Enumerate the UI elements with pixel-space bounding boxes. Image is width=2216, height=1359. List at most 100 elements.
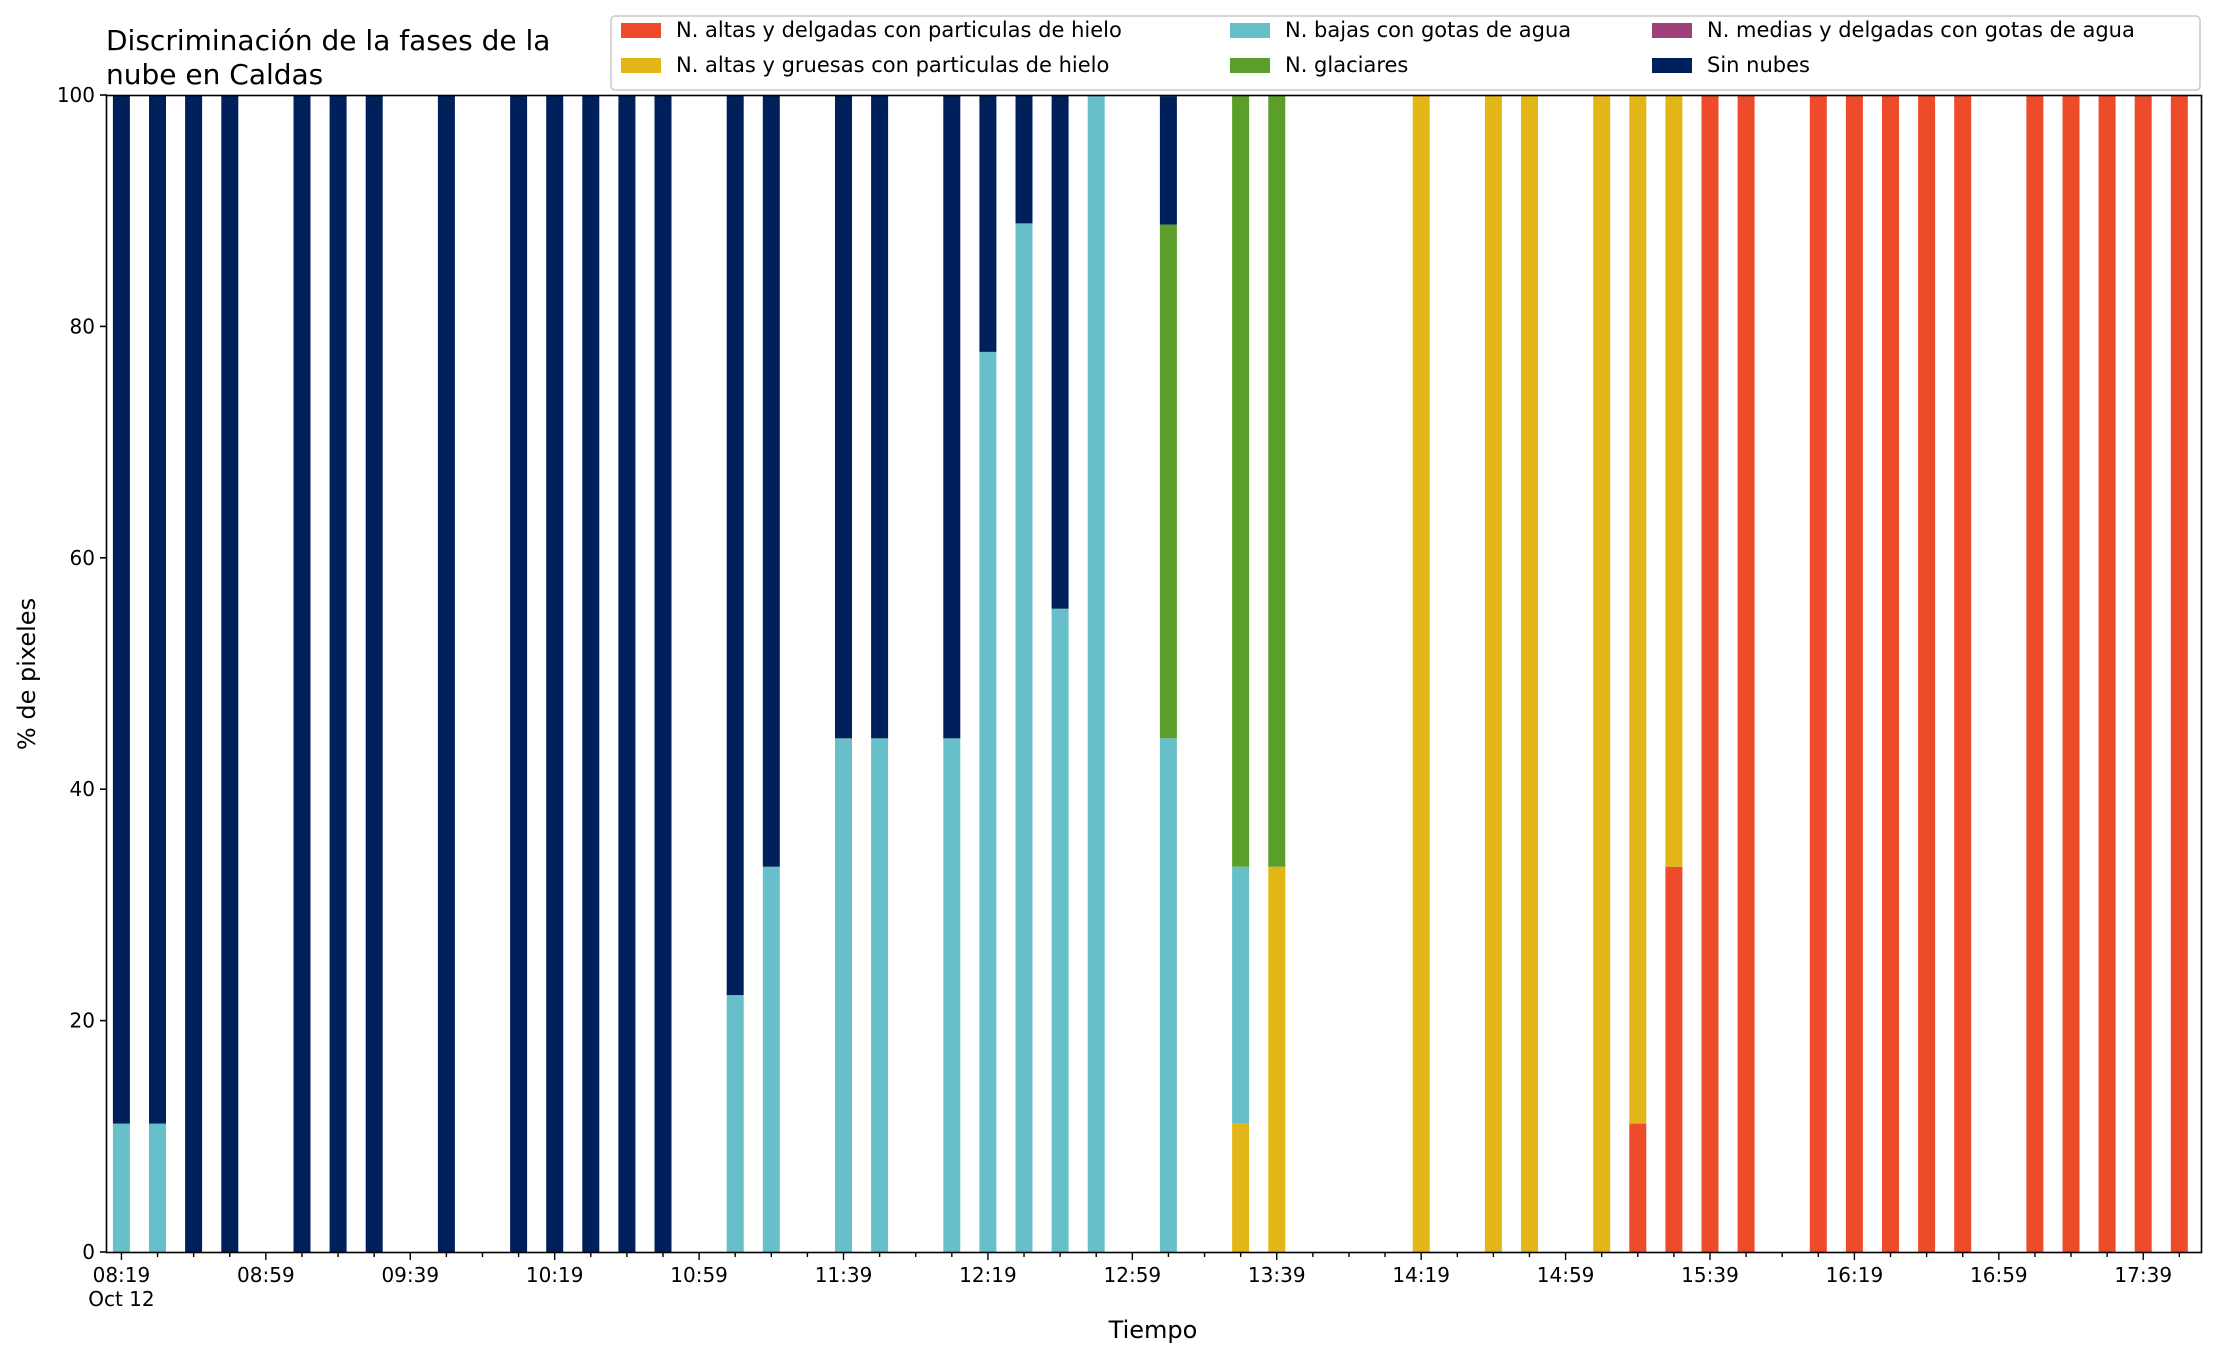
bar-segment-altas-delgadas — [1954, 95, 1972, 1252]
bar-segment-altas-delgadas — [1918, 95, 1936, 1252]
bar-stack — [546, 95, 564, 1252]
x-tick-label: 10:59 — [670, 1263, 728, 1287]
bar-stack — [2062, 95, 2080, 1252]
legend-label: N. bajas con gotas de agua — [1285, 18, 1571, 42]
bar-stack — [1159, 96, 1177, 1252]
legend-swatch — [1652, 23, 1692, 38]
bar-segment-altas-delgadas — [2026, 95, 2044, 1252]
bar-segment-bajas — [979, 351, 997, 1252]
x-tick-label: 15:39 — [1681, 1263, 1739, 1287]
bar-segment-bajas — [762, 866, 780, 1252]
bar-stack — [1087, 95, 1105, 1252]
bar-segment-altas-delgadas — [2098, 95, 2116, 1252]
legend-frame — [610, 15, 2201, 91]
y-axis-ticks: 0 20 40 60 80 100 — [57, 83, 107, 1264]
bar-segment-bajas — [726, 995, 744, 1252]
bar-stack — [2026, 95, 2044, 1252]
y-tick-label: 0 — [82, 1240, 95, 1264]
bar-stack — [1015, 95, 1033, 1252]
bar-stack — [1268, 95, 1286, 1252]
bar-stack — [582, 95, 600, 1252]
bar-segment-altas-delgadas — [1629, 1123, 1647, 1252]
bar-stack — [1882, 95, 1899, 1252]
bar-segment-altas-gruesas — [1412, 95, 1430, 1252]
bar-segment-altas-delgadas — [1701, 95, 1719, 1252]
bar-segment-sin-nubes — [510, 95, 528, 1252]
legend-label: N. glaciares — [1285, 53, 1408, 77]
bar-segment-altas-gruesas — [1629, 95, 1647, 1124]
bar-stack — [654, 95, 672, 1252]
bar-segment-glaciares — [1159, 224, 1177, 739]
bar-segment-bajas — [1051, 608, 1069, 1252]
bar-segment-altas-gruesas — [1268, 866, 1286, 1252]
y-tick-label: 60 — [70, 546, 95, 570]
bar-segment-sin-nubes — [871, 95, 889, 739]
legend-swatch — [621, 58, 661, 73]
bar-segment-sin-nubes — [979, 95, 997, 352]
x-tick-label: 10:19 — [526, 1263, 584, 1287]
x-tick-date-label: Oct 12 — [88, 1287, 154, 1311]
x-tick-label: 09:39 — [381, 1263, 439, 1287]
x-tick-label: 12:59 — [1104, 1263, 1162, 1287]
bar-segment-altas-delgadas — [2170, 95, 2188, 1252]
bar-segment-sin-nubes — [726, 95, 744, 996]
bar-stack — [1412, 95, 1430, 1252]
legend-swatch — [1652, 58, 1692, 73]
bar-stack — [2134, 95, 2152, 1252]
bar-segment-bajas — [149, 1123, 166, 1252]
bar-segment-sin-nubes — [1051, 95, 1069, 609]
x-tick-label: 16:59 — [1970, 1263, 2028, 1287]
bar-segment-bajas — [1159, 738, 1177, 1252]
bar-stack — [726, 95, 744, 1252]
bar-stack — [1593, 95, 1611, 1252]
legend-label: Sin nubes — [1707, 53, 1810, 77]
bar-stack — [510, 95, 528, 1252]
y-tick-label: 100 — [57, 83, 95, 107]
bar-segment-altas-gruesas — [1232, 1123, 1250, 1252]
x-tick-label: 14:59 — [1537, 1263, 1595, 1287]
bar-stack — [1809, 95, 1827, 1252]
y-tick-label: 20 — [70, 1009, 95, 1033]
bar-segment-altas-gruesas — [1521, 95, 1538, 1252]
bar-stack — [1918, 95, 1936, 1252]
bar-segment-sin-nubes — [762, 95, 780, 867]
legend-swatch — [621, 23, 661, 38]
legend-label: N. medias y delgadas con gotas de agua — [1707, 18, 2135, 42]
x-tick-label: 16:19 — [1826, 1263, 1884, 1287]
bar-stack — [2098, 95, 2116, 1252]
legend-label: N. altas y delgadas con particulas de hi… — [676, 18, 1122, 42]
bar-segment-sin-nubes — [1159, 96, 1177, 225]
bar-stack — [1484, 95, 1502, 1252]
bar-segment-bajas — [835, 738, 852, 1252]
bar-segment-altas-gruesas — [1484, 95, 1502, 1252]
bar-stack — [1232, 95, 1250, 1252]
bar-stack — [1701, 95, 1719, 1252]
x-tick-label: 17:39 — [2114, 1263, 2172, 1287]
bar-segment-glaciares — [1232, 95, 1250, 867]
bar-segment-altas-delgadas — [1845, 95, 1863, 1252]
bar-stack — [1737, 95, 1755, 1252]
chart-title-line-1: Discriminación de la fases de la — [106, 24, 550, 57]
bar-stack — [1629, 95, 1647, 1252]
legend-swatch — [1230, 58, 1270, 73]
bar-stack — [329, 95, 347, 1252]
bar-segment-sin-nubes — [618, 95, 636, 1252]
bar-segment-bajas — [871, 738, 889, 1252]
bar-segment-sin-nubes — [1015, 95, 1033, 224]
bar-segment-sin-nubes — [582, 95, 600, 1252]
bar-segment-altas-delgadas — [1737, 95, 1755, 1252]
x-tick-label: 08:19 — [93, 1263, 151, 1287]
bar-segment-sin-nubes — [293, 95, 311, 1252]
bar-segment-bajas — [1087, 95, 1105, 1252]
bar-segment-sin-nubes — [149, 95, 166, 1124]
bar-segment-sin-nubes — [221, 95, 239, 1252]
x-tick-label: 08:59 — [237, 1263, 295, 1287]
bar-segment-sin-nubes — [365, 95, 383, 1252]
bar-segment-sin-nubes — [835, 95, 852, 739]
bar-segment-altas-delgadas — [2134, 95, 2152, 1252]
bar-segment-sin-nubes — [437, 95, 455, 1252]
bar-segment-sin-nubes — [329, 95, 347, 1252]
